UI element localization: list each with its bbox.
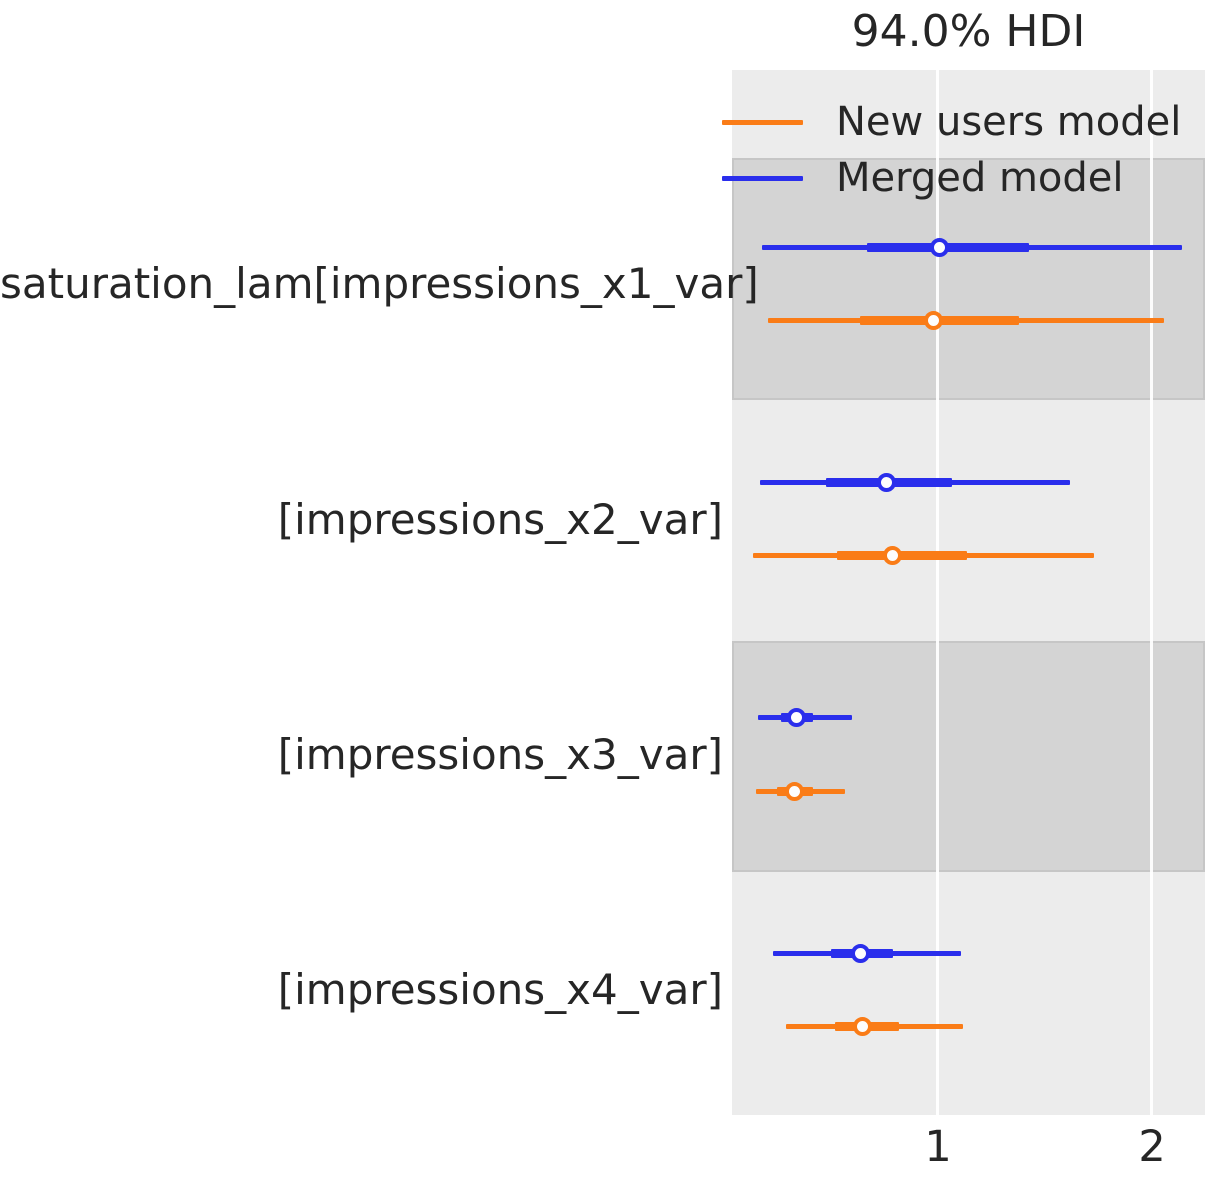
shaded-band-x3 [732, 641, 1205, 872]
gridline-x1 [936, 70, 939, 1115]
median-marker-merged-model-impressions-x2-var [876, 472, 896, 492]
plot-area [732, 70, 1205, 1115]
legend-label-new-users: New users model [836, 99, 1182, 145]
param-label-x1: saturation_lam[impressions_x1_var] [0, 259, 759, 308]
legend-item-new-users: New users model [722, 94, 1181, 150]
median-marker-new-users-model-impressions-x2-var [883, 546, 902, 566]
legend: New users model Merged model [722, 94, 1181, 206]
median-marker-new-users-model-saturation-lam-impressions-x1-var [923, 311, 943, 330]
legend-label-merged: Merged model [836, 155, 1124, 201]
quartile-line-new-users-model-impressions-x2-var [836, 551, 968, 561]
gridline-x2 [1150, 70, 1153, 1115]
shaded-band-x1 [732, 158, 1205, 400]
median-marker-merged-model-saturation-lam-impressions-x1-var [930, 237, 950, 257]
param-label-x4: [impressions_x4_var] [277, 965, 723, 1014]
param-label-x2: [impressions_x2_var] [277, 495, 723, 544]
x-tick-1: 1 [924, 1122, 952, 1172]
plot-title: 94.0% HDI [851, 6, 1086, 57]
median-marker-new-users-model-impressions-x3-var [784, 781, 804, 801]
param-label-x3: [impressions_x3_var] [277, 730, 723, 779]
legend-item-merged: Merged model [722, 150, 1181, 206]
median-marker-merged-model-impressions-x4-var [850, 943, 870, 963]
x-tick-2: 2 [1138, 1122, 1166, 1172]
median-marker-new-users-model-impressions-x4-var [853, 1017, 873, 1037]
median-marker-merged-model-impressions-x3-var [786, 708, 806, 728]
merged-model-line-swatch [722, 175, 803, 181]
new-users-model-line-swatch [722, 119, 803, 125]
